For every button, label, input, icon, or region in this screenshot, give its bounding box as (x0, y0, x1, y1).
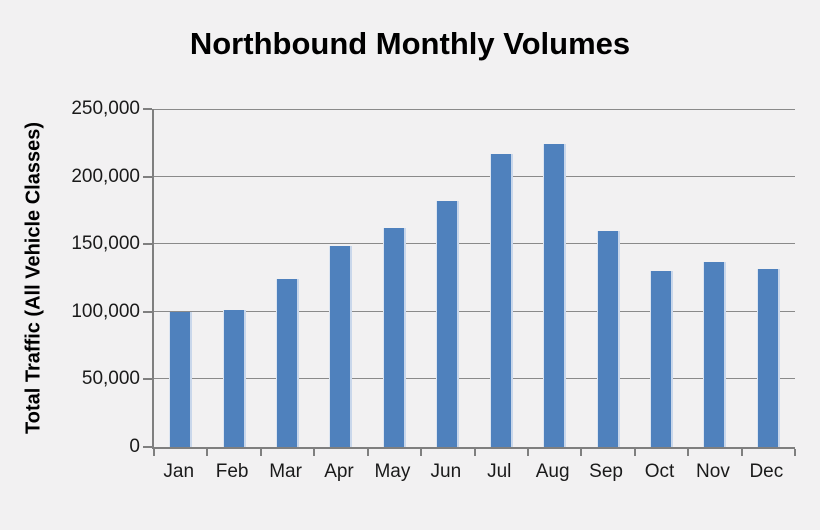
x-tick-label-mar: Mar (269, 461, 302, 482)
x-axis-tick-mark (366, 449, 369, 456)
bar-jan (169, 311, 193, 447)
y-axis-tick-mark (143, 378, 152, 381)
x-tick-label-may: May (374, 461, 411, 482)
bar-cell-oct (635, 109, 688, 447)
bars-container (154, 109, 795, 447)
y-tick-label-200,000: 200,000 (71, 165, 140, 187)
bar-cell-may (368, 109, 421, 447)
bar-nov (703, 261, 727, 447)
gridline-100,000 (154, 310, 795, 312)
x-tick-label-aug: Aug (535, 461, 570, 482)
x-axis-tick-mark (794, 449, 796, 456)
y-tick-label-100,000: 100,000 (71, 300, 140, 322)
bar-aug (543, 144, 567, 447)
bar-cell-apr (314, 109, 367, 447)
bar-cell-sep (581, 109, 634, 447)
y-axis-tick-mark (143, 108, 152, 110)
x-tick-label-feb: Feb (215, 461, 249, 482)
bar-jun (436, 200, 460, 447)
bar-cell-mar (261, 109, 314, 447)
y-axis-tick-mark (143, 446, 152, 448)
bar-cell-dec (742, 109, 795, 447)
x-axis-tick-mark (687, 449, 690, 456)
x-tick-label-nov: Nov (696, 461, 730, 482)
y-tick-label-50,000: 50,000 (81, 368, 140, 390)
bar-cell-jul (475, 109, 528, 447)
x-axis-tick-mark (473, 449, 476, 456)
bar-sep (596, 230, 620, 447)
bar-oct (650, 271, 673, 447)
plot-area (143, 108, 796, 456)
x-axis-tick-labels: Jan Feb Mar Apr May Jun Jul Aug Sep Oct Nov Dec (152, 461, 793, 483)
bar-feb (222, 309, 246, 447)
x-axis-tick-mark (633, 449, 636, 456)
bar-cell-jan (154, 109, 207, 447)
bar-cell-nov (688, 109, 741, 447)
bar-dec (756, 269, 780, 447)
x-tick-label-jun: Jun (430, 461, 462, 482)
x-axis-tick-mark (420, 449, 423, 456)
gridline-50,000 (154, 378, 795, 380)
chart-title: Northbound Monthly Volumes (189, 26, 631, 61)
x-tick-label-sep: Sep (589, 461, 623, 482)
x-tick-label-jan: Jan (163, 461, 195, 482)
bar-mar (276, 279, 300, 447)
y-tick-label-250,000: 250,000 (71, 98, 140, 119)
y-tick-label-150,000: 150,000 (71, 233, 140, 255)
bar-may (382, 227, 406, 447)
x-axis-tick-mark (153, 449, 155, 456)
bar-cell-aug (528, 109, 581, 447)
gridline-200,000 (154, 175, 795, 177)
bar-apr (329, 246, 353, 447)
x-axis-tick-mark (206, 449, 209, 456)
x-axis-tick-mark (526, 449, 529, 456)
bar-jul (489, 153, 513, 447)
bar-cell-jun (421, 109, 474, 447)
x-axis-tick-mark (740, 449, 743, 456)
x-tick-label-oct: Oct (644, 461, 675, 482)
bar-cell-feb (207, 109, 260, 447)
gridline-250,000 (154, 109, 795, 110)
y-axis-tick-mark (143, 243, 152, 246)
x-tick-label-jul: Jul (487, 461, 512, 482)
x-tick-label-apr: Apr (324, 461, 354, 482)
x-tick-label-dec: Dec (749, 461, 784, 482)
x-axis-tick-mark (259, 449, 262, 456)
gridline-150,000 (154, 243, 795, 245)
y-axis-tick-mark (143, 175, 152, 178)
y-axis-tick-labels: 250,000 200,000 150,000 100,000 50,000 0 (0, 0, 140, 530)
y-tick-label-0: 0 (129, 436, 140, 457)
x-axis-tick-mark (313, 449, 316, 456)
x-axis-tick-mark (580, 449, 583, 456)
y-axis-tick-mark (143, 310, 152, 313)
